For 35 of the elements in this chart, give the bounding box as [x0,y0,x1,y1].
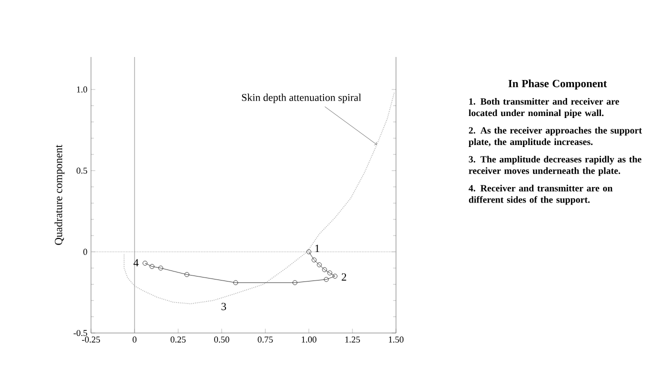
point [316,262,322,268]
point [332,274,338,279]
x-tick-label: 0 [132,336,136,343]
x-tick-label: 0.50 [214,336,230,343]
x-tick-label: 1.00 [302,336,316,343]
y-tick-label: 0.5 [76,168,88,174]
text: 1. Both transmitter and receiver are located under nominal pipe wall. [468,98,620,118]
x-tick-label: 1.25 [345,336,360,343]
annotation: 4 [134,259,139,266]
point [292,280,298,286]
x-tick-label: 1.50 [388,336,404,343]
text: 3. The amplitude decreases rapidly as the receiver moves underneath the plate. [468,156,642,176]
text: In Phase Component [508,80,607,90]
x-tick-label: -0.25 [82,336,100,343]
point [184,272,190,277]
x-tick-label: 0.75 [258,336,273,343]
text: 4. Receiver and transmitter are on different sides of the support. [468,184,613,205]
y-tick-label: -0.5 [74,330,88,336]
annotation: Skin depth attenuation spiral [242,94,362,104]
point [324,276,329,282]
y-axis-title: Quadrature component [54,144,64,245]
y-tick-label: 0 [83,248,88,255]
annotation: 3 [222,302,226,310]
x-tick-label: 0.25 [170,336,186,343]
point [322,267,327,272]
point [158,266,164,270]
line-series [124,92,395,304]
annotation: 1 [315,244,320,252]
text: 2. As the receiver approaches the support plate, the amplitude increases. [468,126,642,147]
point [233,280,238,286]
y-tick-label: 1.0 [77,86,88,93]
point [327,270,332,276]
annotation: 2 [342,273,346,281]
point [312,258,317,262]
point [150,264,154,269]
